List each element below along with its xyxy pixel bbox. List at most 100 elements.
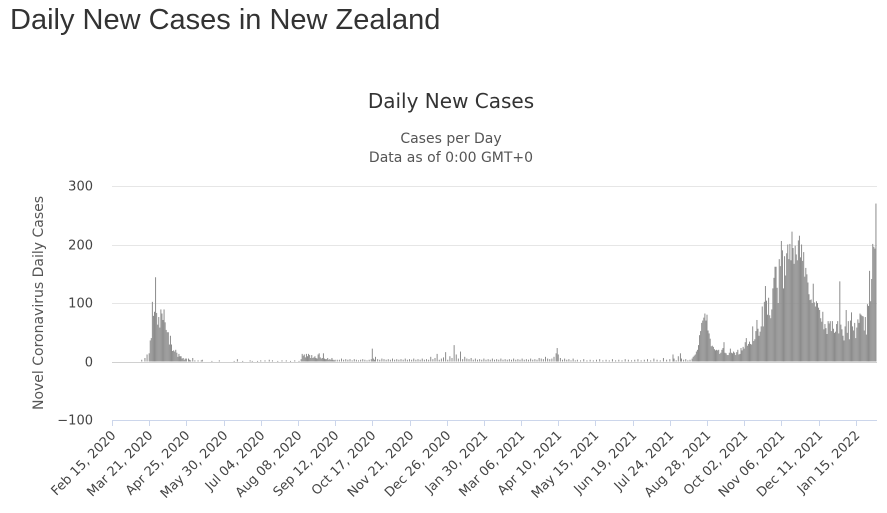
- x-tick-label: Oct 17, 2020: [309, 428, 379, 498]
- bar: [305, 353, 307, 362]
- bar: [330, 359, 332, 362]
- bar: [586, 360, 588, 362]
- bar: [863, 330, 865, 362]
- bar: [662, 357, 664, 362]
- bar: [379, 359, 381, 362]
- bar: [355, 359, 357, 362]
- bar: [381, 358, 383, 362]
- bar: [307, 356, 308, 362]
- bar: [656, 359, 658, 362]
- bar: [553, 356, 555, 362]
- bar: [453, 345, 455, 362]
- bar: [685, 359, 687, 362]
- bar: [738, 354, 740, 362]
- bar: [190, 360, 192, 362]
- bar: [774, 266, 776, 362]
- bar: [504, 359, 506, 362]
- bar: [624, 359, 626, 362]
- bars: [141, 203, 877, 362]
- bar: [182, 357, 184, 362]
- bar: [343, 359, 345, 362]
- y-tick-label: 300: [68, 180, 93, 195]
- bar: [370, 359, 372, 362]
- bar: [326, 359, 328, 362]
- bar: [721, 349, 723, 362]
- bar: [417, 359, 419, 362]
- bar: [766, 300, 767, 362]
- bar: [718, 349, 720, 362]
- bar: [605, 359, 607, 362]
- bar: [795, 254, 797, 362]
- bar: [428, 359, 430, 362]
- bar: [746, 345, 748, 362]
- bar: [872, 243, 874, 362]
- bar: [158, 317, 160, 362]
- bar: [430, 356, 432, 362]
- bar: [835, 331, 837, 362]
- bar: [162, 319, 164, 362]
- bar: [525, 359, 527, 362]
- bar: [860, 314, 862, 362]
- bar: [834, 332, 835, 362]
- bar: [808, 294, 810, 362]
- bar: [647, 359, 648, 362]
- bar: [777, 303, 779, 362]
- bar: [817, 303, 818, 362]
- bar: [729, 348, 731, 362]
- bar: [725, 353, 727, 362]
- bar: [659, 360, 661, 362]
- bar: [317, 354, 319, 362]
- bar: [627, 359, 629, 362]
- bar: [474, 358, 476, 362]
- bar: [455, 354, 457, 362]
- bar: [599, 359, 601, 362]
- bar: [715, 350, 716, 362]
- bar: [851, 312, 852, 362]
- bar: [413, 358, 415, 362]
- bar: [233, 360, 235, 362]
- y-tick-label: 200: [68, 239, 93, 254]
- bar: [545, 356, 546, 362]
- bar: [277, 360, 279, 362]
- bar: [804, 276, 806, 362]
- bar: [415, 359, 417, 362]
- bar: [753, 341, 755, 362]
- bar: [551, 358, 553, 362]
- bar: [672, 354, 674, 362]
- bar: [747, 343, 749, 362]
- bar: [854, 322, 856, 362]
- bar: [727, 355, 729, 362]
- bar: [755, 331, 757, 362]
- bar: [675, 360, 677, 362]
- bar: [394, 359, 396, 362]
- bar: [362, 359, 364, 362]
- bar: [669, 359, 671, 362]
- bar: [466, 358, 468, 362]
- bar: [485, 359, 487, 362]
- bar: [534, 359, 536, 362]
- bar: [708, 333, 710, 362]
- bar: [839, 281, 841, 362]
- bar: [300, 359, 302, 362]
- bar: [155, 277, 157, 362]
- bar: [722, 348, 724, 362]
- bar: [161, 313, 163, 362]
- bar: [438, 359, 440, 362]
- bar: [788, 259, 790, 362]
- bar: [353, 359, 355, 362]
- bar: [705, 320, 707, 362]
- bar: [809, 300, 811, 362]
- bar: [786, 253, 788, 362]
- bar: [432, 359, 434, 362]
- bar: [806, 274, 808, 362]
- bar: [852, 326, 854, 362]
- bar: [172, 350, 174, 362]
- bar: [841, 329, 843, 362]
- bar: [862, 316, 864, 362]
- bar: [855, 338, 857, 362]
- bar: [848, 339, 850, 362]
- bar: [329, 359, 331, 362]
- bar: [184, 358, 186, 362]
- bar: [419, 359, 421, 362]
